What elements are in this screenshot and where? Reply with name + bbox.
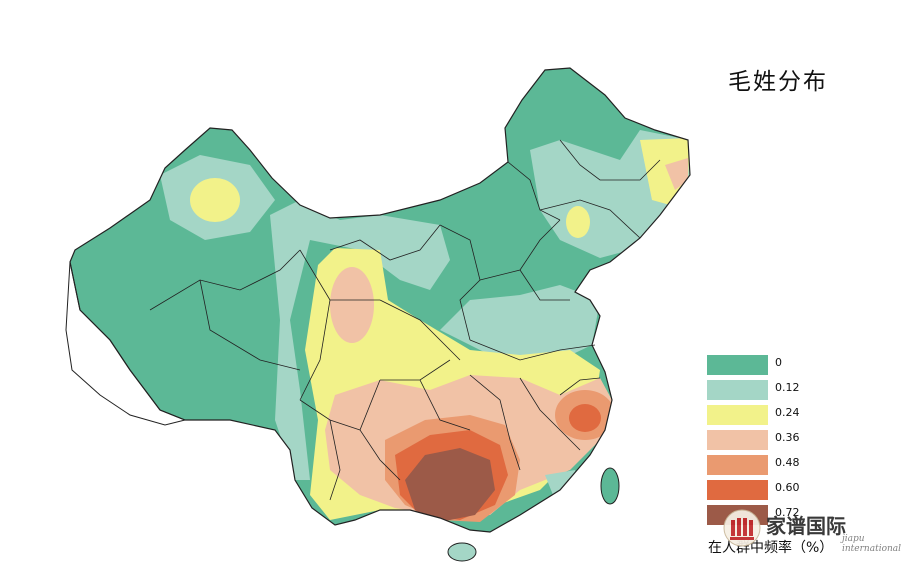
- legend-label: 0.72: [775, 506, 800, 519]
- legend-swatch: [707, 355, 768, 375]
- legend-swatch: [707, 480, 768, 500]
- hainan-island: [447, 542, 477, 562]
- legend-label: 0.24: [775, 406, 800, 419]
- legend-label: 0.36: [775, 431, 800, 444]
- band-012-north: [270, 200, 450, 480]
- watermark-subtext: jiapu international: [842, 534, 902, 554]
- band-036-shaanxi: [330, 267, 374, 343]
- jiapu-logo-icon: [723, 509, 761, 547]
- legend-item: 0: [707, 355, 837, 380]
- legend-swatch: [707, 380, 768, 400]
- watermark-text: 家谱国际: [766, 514, 846, 538]
- legend-label: 0.60: [775, 481, 800, 494]
- band-024-xinjiang: [190, 178, 240, 222]
- legend-swatch: [707, 405, 768, 425]
- legend-item: 0.12: [707, 380, 837, 405]
- band-024-jilin: [566, 206, 590, 238]
- map-legend: 0 0.12 0.24 0.36 0.48 0.60 0.72: [707, 355, 837, 530]
- band-036-heilongjiang: [665, 158, 688, 190]
- legend-label: 0.12: [775, 381, 800, 394]
- province-boundaries: [149, 139, 661, 501]
- band-024-heilongjiang-east: [640, 138, 690, 205]
- band-060-zhejiang: [569, 404, 601, 432]
- legend-item: 0.36: [707, 430, 837, 455]
- legend-item: 0.60: [707, 480, 837, 505]
- map-title: 毛姓分布: [728, 69, 828, 95]
- legend-swatch: [707, 430, 768, 450]
- country-outline: [69, 67, 691, 533]
- legend-swatch: [707, 455, 768, 475]
- legend-item: 0.24: [707, 405, 837, 430]
- legend-item: 0.48: [707, 455, 837, 480]
- legend-label: 0: [775, 356, 782, 369]
- watermark: 家谱国际 jiapu international: [722, 508, 901, 554]
- taiwan-island: [600, 467, 620, 505]
- band-012-east: [440, 285, 600, 360]
- band-072-guangxi: [405, 448, 495, 522]
- legend-label: 0.48: [775, 456, 800, 469]
